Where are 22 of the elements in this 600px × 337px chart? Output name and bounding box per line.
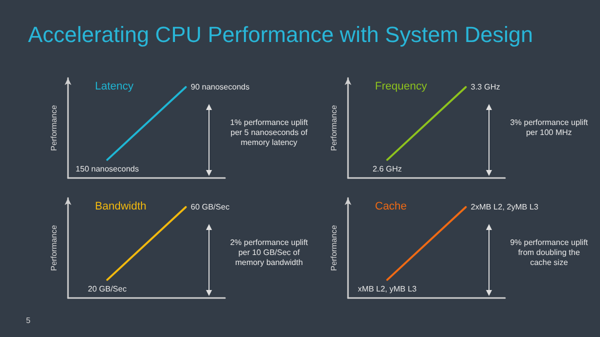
text: 9% performance uplift from doubling the cache size [510, 238, 588, 268]
y-axis-title: Performance [50, 104, 58, 151]
text: 3% performance uplift per 100 MHz [510, 118, 588, 138]
text: Accelerating CPU Performance with System Design [28, 22, 533, 48]
annotation: xMB L2, yMB L3 [358, 284, 418, 294]
annotation: 60 GB/Sec [190, 202, 230, 212]
text: 1% performance uplift per 5 nanoseconds of memory latency [230, 118, 308, 148]
chart-title: Cache [375, 200, 407, 212]
annotation: 20 GB/Sec [88, 284, 127, 294]
text: 2% performance uplift per 10 GB/Sec of memory bandwidth [230, 238, 308, 268]
annotation: 2xMB L2, 2yMB L3 [470, 202, 539, 212]
y-axis-title: Performance [50, 224, 58, 271]
y-axis-title: Performance [330, 104, 338, 151]
annotation: 150 nanoseconds [76, 164, 139, 174]
annotation: 3.3 GHz [470, 82, 500, 92]
y-axis-title: Performance [330, 224, 338, 271]
annotation: 2.6 GHz [372, 164, 402, 174]
chart-title: Frequency [375, 80, 428, 92]
text: 5 [26, 316, 30, 325]
chart-title: Bandwidth [95, 200, 146, 212]
chart-title: Latency [95, 80, 134, 92]
annotation: 90 nanoseconds [190, 82, 250, 92]
